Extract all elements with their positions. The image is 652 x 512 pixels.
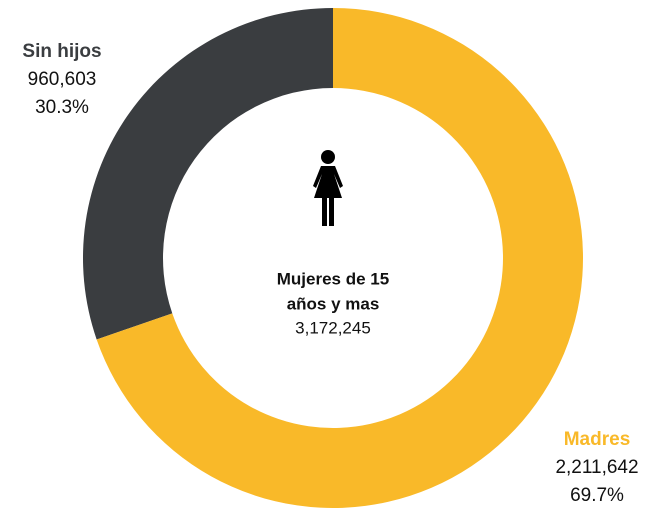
- slice-label: Madres: [564, 429, 631, 450]
- percent-label: 30.3%: [35, 97, 89, 118]
- value-label: 960,603: [28, 69, 97, 90]
- woman-icon: [313, 150, 343, 226]
- slice: [82, 8, 334, 340]
- center-title: años y mas: [287, 294, 380, 313]
- value-label: 2,211,642: [555, 457, 638, 478]
- percent-label: 69.7%: [570, 485, 624, 506]
- center-title: Mujeres de 15: [277, 269, 389, 288]
- slice: [96, 8, 583, 508]
- slice-label: Sin hijos: [22, 41, 101, 62]
- center-total: 3,172,245: [295, 318, 371, 337]
